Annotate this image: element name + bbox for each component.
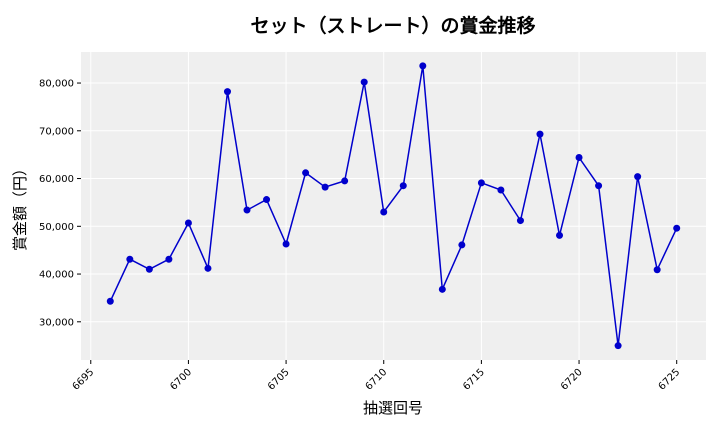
- y-axis-ticks: 30,000 40,000 50,000 60,000 70,000 80,000: [39, 79, 81, 328]
- chart-title: セット（ストレート）の賞金推移: [250, 14, 535, 37]
- grid: [81, 52, 706, 360]
- data-point: [282, 240, 290, 248]
- data-point: [614, 342, 622, 350]
- y-tick-label: 60,000: [39, 174, 74, 185]
- data-points: [106, 62, 681, 350]
- data-point: [653, 266, 661, 274]
- data-point: [419, 62, 427, 70]
- data-point: [360, 78, 368, 86]
- data-point: [458, 241, 466, 249]
- x-axis-label: 抽選回号: [363, 399, 423, 417]
- y-tick-label: 70,000: [39, 126, 74, 137]
- data-point: [673, 224, 681, 232]
- x-tick-label: 6710: [364, 367, 390, 393]
- data-point: [321, 183, 329, 191]
- data-point: [106, 297, 114, 305]
- data-point: [380, 208, 388, 216]
- data-point: [595, 182, 603, 190]
- x-tick-label: 6725: [657, 367, 683, 393]
- y-tick-label: 80,000: [39, 79, 74, 90]
- data-point: [126, 255, 134, 263]
- data-point: [497, 186, 505, 194]
- x-tick-label: 6715: [461, 367, 487, 393]
- y-tick-label: 30,000: [39, 317, 74, 328]
- data-point: [302, 169, 310, 177]
- x-axis-ticks: 6695 6700 6705 6710 6715 6720 6725: [71, 360, 683, 393]
- data-point: [399, 182, 407, 190]
- y-axis-label: 賞金額（円）: [11, 161, 29, 251]
- x-tick-label: 6720: [559, 367, 585, 393]
- data-point: [204, 264, 212, 272]
- x-tick-label: 6695: [71, 367, 97, 393]
- plot-area: [81, 52, 706, 360]
- data-point: [263, 196, 271, 204]
- x-tick-label: 6700: [168, 367, 194, 393]
- data-point: [556, 231, 564, 239]
- data-point: [634, 173, 642, 181]
- data-point: [243, 206, 251, 214]
- data-point: [477, 179, 485, 187]
- x-tick-label: 6705: [266, 367, 292, 393]
- data-point: [165, 255, 173, 263]
- data-point: [184, 219, 192, 227]
- data-point: [575, 154, 583, 162]
- y-tick-label: 50,000: [39, 222, 74, 233]
- data-point: [516, 217, 524, 225]
- series-line: [109, 65, 678, 346]
- data-point: [536, 130, 544, 138]
- data-point: [223, 88, 231, 96]
- data-point: [341, 177, 349, 185]
- data-point: [145, 265, 153, 273]
- data-point: [438, 285, 446, 293]
- y-tick-label: 40,000: [39, 270, 74, 281]
